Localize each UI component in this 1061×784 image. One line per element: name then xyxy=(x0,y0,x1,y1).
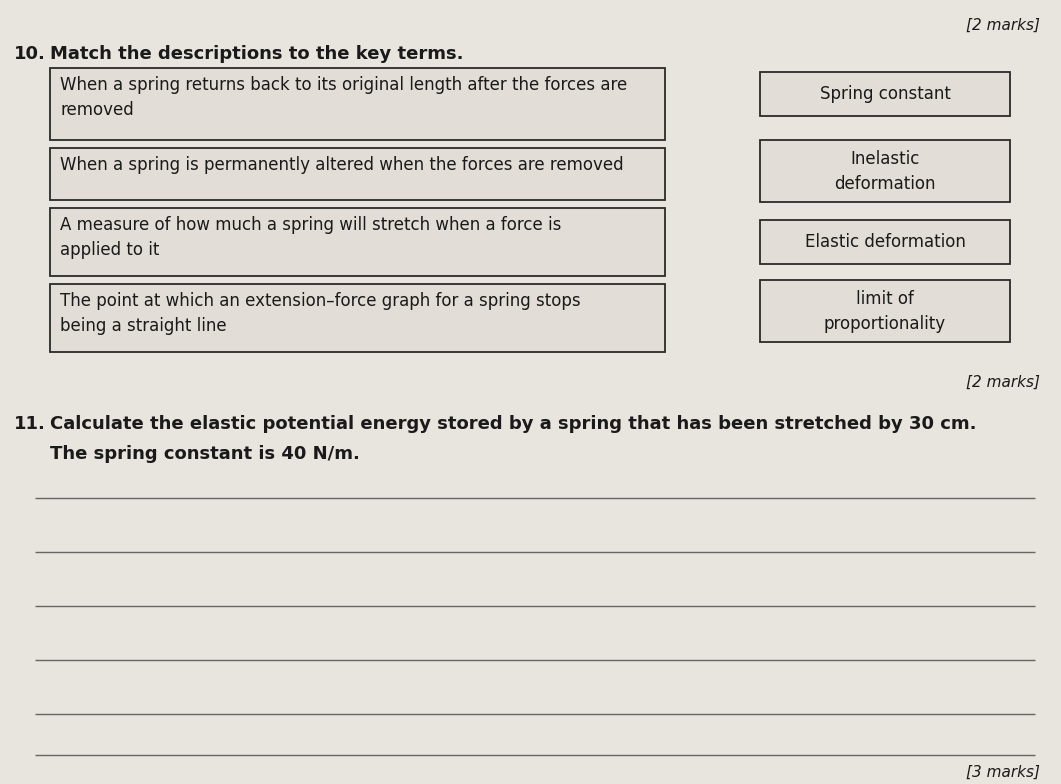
FancyBboxPatch shape xyxy=(760,220,1010,264)
Text: Inelastic
deformation: Inelastic deformation xyxy=(834,150,936,193)
Text: The spring constant is 40 N/m.: The spring constant is 40 N/m. xyxy=(50,445,360,463)
FancyBboxPatch shape xyxy=(50,148,665,200)
Text: Elastic deformation: Elastic deformation xyxy=(804,233,966,251)
Text: Spring constant: Spring constant xyxy=(819,85,951,103)
FancyBboxPatch shape xyxy=(760,140,1010,202)
Text: [2 marks]: [2 marks] xyxy=(966,375,1040,390)
Text: [2 marks]: [2 marks] xyxy=(966,18,1040,33)
FancyBboxPatch shape xyxy=(760,280,1010,342)
FancyBboxPatch shape xyxy=(50,68,665,140)
FancyBboxPatch shape xyxy=(50,284,665,352)
Text: When a spring is permanently altered when the forces are removed: When a spring is permanently altered whe… xyxy=(60,156,624,174)
Text: 11.: 11. xyxy=(14,415,46,433)
FancyBboxPatch shape xyxy=(50,208,665,276)
Text: A measure of how much a spring will stretch when a force is
applied to it: A measure of how much a spring will stre… xyxy=(60,216,561,259)
Text: Match the descriptions to the key terms.: Match the descriptions to the key terms. xyxy=(50,45,464,63)
Text: [3 marks]: [3 marks] xyxy=(966,765,1040,780)
FancyBboxPatch shape xyxy=(760,72,1010,116)
Text: When a spring returns back to its original length after the forces are
removed: When a spring returns back to its origin… xyxy=(60,76,627,119)
Text: 10.: 10. xyxy=(14,45,46,63)
Text: limit of
proportionality: limit of proportionality xyxy=(824,289,946,332)
Text: Calculate the elastic potential energy stored by a spring that has been stretche: Calculate the elastic potential energy s… xyxy=(50,415,976,433)
Text: The point at which an extension–force graph for a spring stops
being a straight : The point at which an extension–force gr… xyxy=(60,292,580,335)
